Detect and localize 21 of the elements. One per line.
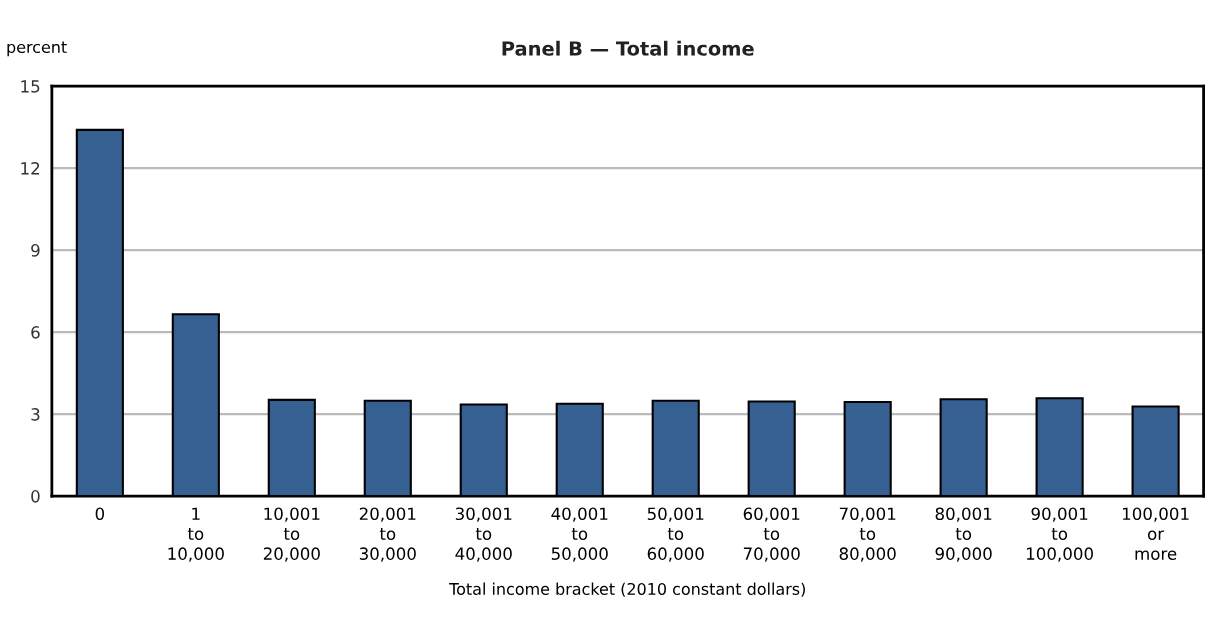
x-tick-label: 40,001 to 50,000 bbox=[551, 507, 608, 562]
y-tick-label: 9 bbox=[31, 244, 40, 257]
x-tick-label: 70,001 to 80,000 bbox=[839, 507, 896, 562]
y-axis-title: percent bbox=[7, 41, 67, 57]
x-tick-label: 10,001 to 20,000 bbox=[263, 507, 320, 562]
y-tick-label: 3 bbox=[31, 408, 40, 421]
x-tick-label: 60,001 to 70,000 bbox=[743, 507, 800, 562]
y-tick-label: 12 bbox=[21, 162, 40, 175]
x-tick-label: 30,001 to 40,000 bbox=[455, 507, 512, 562]
x-tick-label: 50,001 to 60,000 bbox=[647, 507, 704, 562]
x-tick-label: 90,001 to 100,000 bbox=[1026, 507, 1093, 562]
y-tick-label: 0 bbox=[31, 490, 40, 503]
x-tick-label: 0 bbox=[95, 507, 105, 521]
x-tick-label: 80,001 to 90,000 bbox=[935, 507, 992, 562]
chart-title: Panel B — Total income bbox=[502, 40, 754, 56]
x-tick-label: 100,001 or more bbox=[1122, 507, 1189, 560]
y-tick-label: 6 bbox=[31, 326, 40, 339]
y-tick-label: 15 bbox=[21, 80, 40, 93]
x-tick-label: 1 to 10,000 bbox=[168, 507, 224, 562]
x-tick-label: 20,001 to 30,000 bbox=[359, 507, 416, 562]
x-axis-title: Total income bracket (2010 constant dollars) bbox=[449, 582, 805, 597]
